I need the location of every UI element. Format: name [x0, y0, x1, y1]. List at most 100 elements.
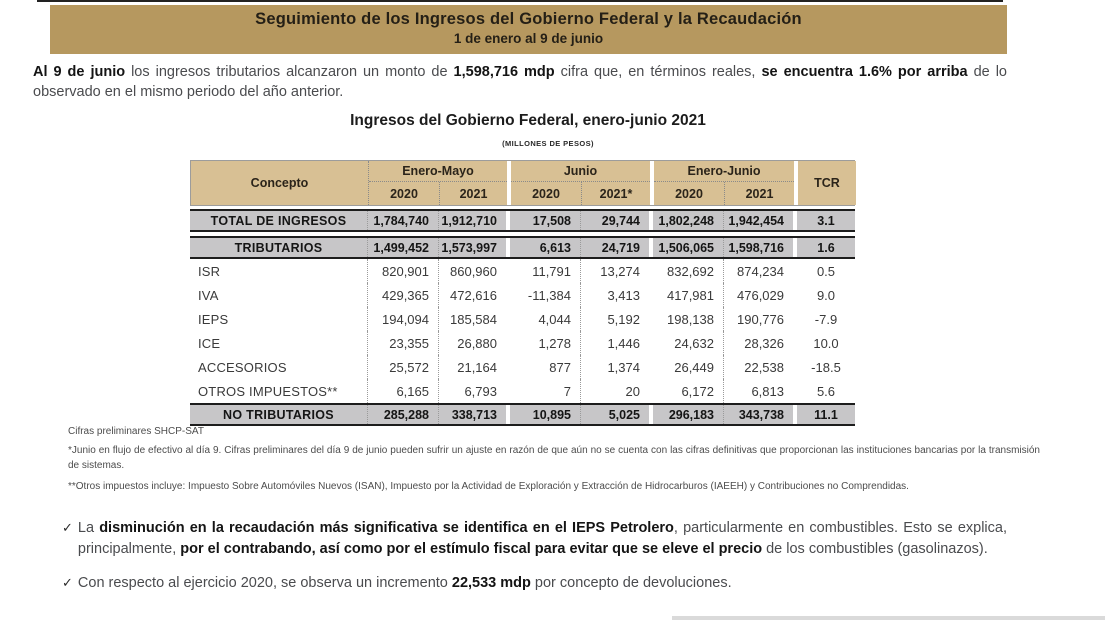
year-header: 2021 [725, 182, 794, 205]
column-gap [506, 405, 510, 424]
table-body: TOTAL DE INGRESOS 1,784,740 1,912,710 17,50… [190, 209, 855, 426]
concept-cell: ISR [190, 259, 368, 283]
value-cell: 343,738 [724, 405, 793, 424]
tcr-cell: 11.1 [797, 405, 855, 424]
value-cell: 11,791 [510, 259, 581, 283]
key-points: ✓ La disminución en la recaudación más s… [62, 518, 1007, 608]
column-gap [506, 211, 510, 230]
value-cell: 476,029 [737, 287, 784, 303]
value-cell: 198,138 [653, 307, 724, 331]
intro-paragraph: Al 9 de junio los ingresos tributarios a… [33, 64, 1007, 100]
footnotes: Cifras preliminares SHCP-SAT *Junio en f… [68, 424, 1040, 500]
tcr-cell: 0.5 [816, 263, 836, 279]
concept-cell: ACCESORIOS [190, 355, 368, 379]
table-header: Concepto Enero-Mayo 2020 2021 Junio 2020… [190, 160, 856, 206]
bullet-text: Con respecto al ejercicio 2020, se obser… [77, 575, 732, 591]
footnote-source: Cifras preliminares SHCP-SAT [68, 426, 204, 437]
table-row: NO TRIBUTARIOS 285,288 338,713 10,895 5,025 2… [190, 403, 855, 426]
value-cell: 1,374 [607, 359, 640, 375]
table-row: IVA 429,365 472,616 -11,384 3,413 417,981 476,… [190, 283, 855, 307]
value-cell: 21,164 [457, 359, 497, 375]
value-cell: 4,044 [510, 307, 581, 331]
table-row: IEPS 194,094 185,584 4,044 5,192 198,138 190,7… [190, 307, 855, 331]
value-cell: 6,813 [751, 383, 784, 399]
column-gap [649, 259, 653, 283]
tcr-column-header: TCR [798, 161, 856, 205]
value-cell: 6,613 [510, 238, 581, 257]
value-cell: 1,446 [607, 335, 640, 351]
value-cell: 26,880 [457, 335, 497, 351]
value-cell: 29,744 [581, 211, 649, 230]
concept-cell: IEPS [190, 307, 368, 331]
column-gap [506, 238, 510, 257]
value-cell: 23,355 [368, 331, 439, 355]
value-cell: -11,384 [510, 283, 581, 307]
value-cell: 417,981 [653, 283, 724, 307]
concept-cell: OTROS IMPUESTOS** [190, 379, 368, 403]
value-cell: 1,598,716 [724, 238, 793, 257]
bullet-text: La disminución en la recaudación más sig… [77, 520, 1007, 557]
banner: Seguimiento de los Ingresos del Gobierno… [50, 5, 1007, 54]
column-gap [649, 307, 653, 331]
tcr-cell: -7.9 [814, 311, 838, 327]
column-gap [649, 331, 653, 355]
value-cell: 13,274 [600, 263, 640, 279]
value-cell: 194,094 [368, 307, 439, 331]
concept-cell: ICE [190, 331, 368, 355]
column-gap [793, 238, 797, 257]
value-cell: 28,326 [744, 335, 784, 351]
value-cell: 24,632 [653, 331, 724, 355]
table-row: TRIBUTARIOS 1,499,452 1,573,997 6,613 24,719… [190, 236, 855, 259]
value-cell: 17,508 [510, 211, 581, 230]
column-gap [506, 259, 510, 283]
concept-cell: TOTAL DE INGRESOS [190, 211, 368, 230]
table-title: Ingresos del Gobierno Federal, enero-jun… [350, 112, 706, 129]
value-cell: 1,506,065 [653, 238, 724, 257]
top-rule [37, 0, 1003, 2]
column-gap [793, 211, 797, 230]
value-cell: 1,784,740 [368, 211, 439, 230]
column-gap [649, 238, 653, 257]
footnote-junio: *Junio en flujo de efectivo al día 9. Ci… [68, 445, 1040, 471]
column-gap [650, 161, 654, 205]
column-gap [649, 283, 653, 307]
value-cell: 7 [510, 379, 581, 403]
table-row: OTROS IMPUESTOS** 6,165 6,793 7 20 6,172 6,813… [190, 379, 855, 403]
group-header-enero-mayo: Enero-Mayo [369, 161, 507, 182]
value-cell: 24,719 [581, 238, 649, 257]
column-gap [793, 405, 797, 424]
value-cell: 877 [510, 355, 581, 379]
checkmark-icon: ✓ [62, 575, 73, 590]
column-gap [793, 379, 797, 403]
year-header: 2020 [369, 182, 440, 205]
column-gap [649, 355, 653, 379]
value-cell: 25,572 [368, 355, 439, 379]
value-cell: 185,584 [450, 311, 497, 327]
table-units-label: (MILLONES DE PESOS) [502, 139, 594, 148]
value-cell: 5,192 [607, 311, 640, 327]
value-cell: 5,025 [581, 405, 649, 424]
footnote-otros-impuestos: **Otros impuestos incluye: Impuesto Sobr… [68, 481, 909, 492]
tcr-cell: 5.6 [816, 383, 836, 399]
year-header: 2020 [654, 182, 725, 205]
tcr-cell: 10.0 [813, 335, 839, 351]
value-cell: 832,692 [653, 259, 724, 283]
column-gap [649, 211, 653, 230]
value-cell: 6,172 [653, 379, 724, 403]
value-cell: 472,616 [450, 287, 497, 303]
value-cell: 820,901 [368, 259, 439, 283]
group-header-junio: Junio [511, 161, 650, 182]
column-gap [794, 161, 798, 205]
table-row: ICE 23,355 26,880 1,278 1,446 24,632 28,326 10.… [190, 331, 855, 355]
column-gap [507, 161, 511, 205]
column-gap [793, 331, 797, 355]
column-gap [793, 259, 797, 283]
value-cell: 26,449 [653, 355, 724, 379]
value-cell: 1,942,454 [724, 211, 793, 230]
value-cell: 874,234 [737, 263, 784, 279]
value-cell: 6,793 [464, 383, 497, 399]
column-gap [793, 283, 797, 307]
column-gap [649, 379, 653, 403]
bullet-devoluciones: ✓ Con respecto al ejercicio 2020, se obs… [62, 573, 1007, 594]
